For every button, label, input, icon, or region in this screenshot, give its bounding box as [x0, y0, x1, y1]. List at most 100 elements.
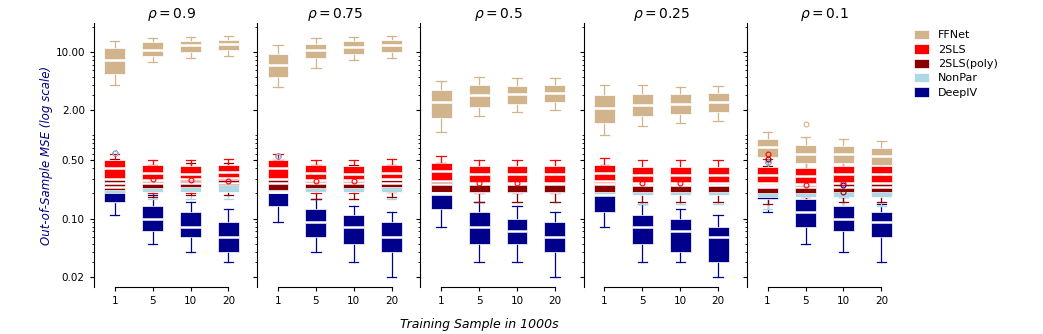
Bar	[795, 175, 816, 193]
Bar	[468, 85, 489, 107]
Bar	[306, 175, 326, 192]
Title: $\rho = 0.9$: $\rho = 0.9$	[147, 6, 196, 23]
Bar	[507, 86, 528, 104]
Bar	[670, 167, 690, 183]
Title: $\rho = 0.25$: $\rho = 0.25$	[633, 6, 689, 23]
Bar	[670, 218, 690, 252]
Bar	[267, 174, 288, 193]
Bar	[670, 178, 690, 195]
Bar	[431, 163, 452, 181]
Bar	[180, 212, 201, 237]
Bar	[431, 171, 452, 192]
Bar	[708, 167, 729, 183]
Bar	[431, 175, 452, 195]
Bar	[507, 166, 528, 183]
Bar	[708, 227, 729, 262]
Bar	[104, 160, 125, 179]
Bar	[218, 222, 239, 252]
Title: $\rho = 0.5$: $\rho = 0.5$	[474, 6, 523, 23]
Bar	[757, 167, 778, 185]
Bar	[544, 85, 565, 102]
Text: Training Sample in 1000s: Training Sample in 1000s	[401, 318, 559, 331]
Bar	[507, 173, 528, 192]
Bar	[104, 176, 125, 202]
Bar	[507, 176, 528, 193]
Bar	[267, 160, 288, 179]
Bar	[306, 171, 326, 188]
Bar	[708, 174, 729, 192]
Bar	[142, 175, 163, 192]
Bar	[142, 171, 163, 188]
Bar	[708, 178, 729, 195]
Bar	[218, 175, 239, 192]
Bar	[468, 166, 489, 183]
Bar	[833, 166, 854, 183]
Bar	[306, 165, 326, 181]
Bar	[670, 174, 690, 192]
Bar	[267, 54, 288, 77]
Bar	[544, 222, 565, 252]
Bar	[267, 180, 288, 206]
Bar	[795, 179, 816, 197]
Bar	[142, 206, 163, 231]
Bar	[431, 90, 452, 118]
Bar	[180, 175, 201, 192]
Bar	[757, 139, 778, 157]
Bar	[218, 40, 239, 50]
Bar	[757, 176, 778, 197]
Bar	[142, 42, 163, 56]
Bar	[468, 176, 489, 193]
Bar	[593, 183, 614, 212]
Bar	[871, 179, 892, 197]
Bar	[593, 96, 614, 123]
Bar	[593, 165, 614, 183]
Bar	[632, 215, 653, 244]
Bar	[267, 168, 288, 190]
Bar	[708, 93, 729, 112]
Bar	[593, 172, 614, 192]
Bar	[468, 212, 489, 244]
Bar	[757, 173, 778, 193]
Bar	[632, 174, 653, 192]
Bar	[544, 173, 565, 192]
Bar	[544, 166, 565, 183]
Bar	[833, 179, 854, 197]
Bar	[544, 176, 565, 193]
Bar	[180, 41, 201, 52]
Legend: FFNet, 2SLS, 2SLS(poly), NonPar, DeepIV: FFNet, 2SLS, 2SLS(poly), NonPar, DeepIV	[913, 29, 999, 99]
Bar	[795, 199, 816, 227]
Bar	[795, 145, 816, 163]
Bar	[382, 40, 403, 52]
Bar	[382, 222, 403, 252]
Bar	[343, 41, 364, 54]
Bar	[632, 167, 653, 183]
Bar	[871, 166, 892, 183]
Bar	[180, 170, 201, 187]
Bar	[833, 206, 854, 231]
Bar	[795, 168, 816, 185]
Bar	[833, 146, 854, 163]
Bar	[104, 174, 125, 193]
Bar	[670, 94, 690, 114]
Bar	[104, 48, 125, 73]
Bar	[306, 209, 326, 237]
Title: $\rho = 0.75$: $\rho = 0.75$	[307, 6, 363, 23]
Bar	[632, 94, 653, 116]
Bar	[180, 166, 201, 181]
Bar	[104, 168, 125, 190]
Bar	[507, 218, 528, 244]
Bar	[632, 178, 653, 195]
Bar	[431, 181, 452, 209]
Y-axis label: Out-of-Sample MSE (log scale): Out-of-Sample MSE (log scale)	[40, 66, 52, 245]
Bar	[871, 212, 892, 237]
Bar	[382, 165, 403, 180]
Bar	[382, 170, 403, 187]
Bar	[218, 165, 239, 180]
Bar	[871, 174, 892, 192]
Bar	[343, 175, 364, 192]
Bar	[142, 165, 163, 181]
Bar	[306, 44, 326, 58]
Bar	[218, 169, 239, 185]
Bar	[382, 175, 403, 192]
Bar	[343, 166, 364, 181]
